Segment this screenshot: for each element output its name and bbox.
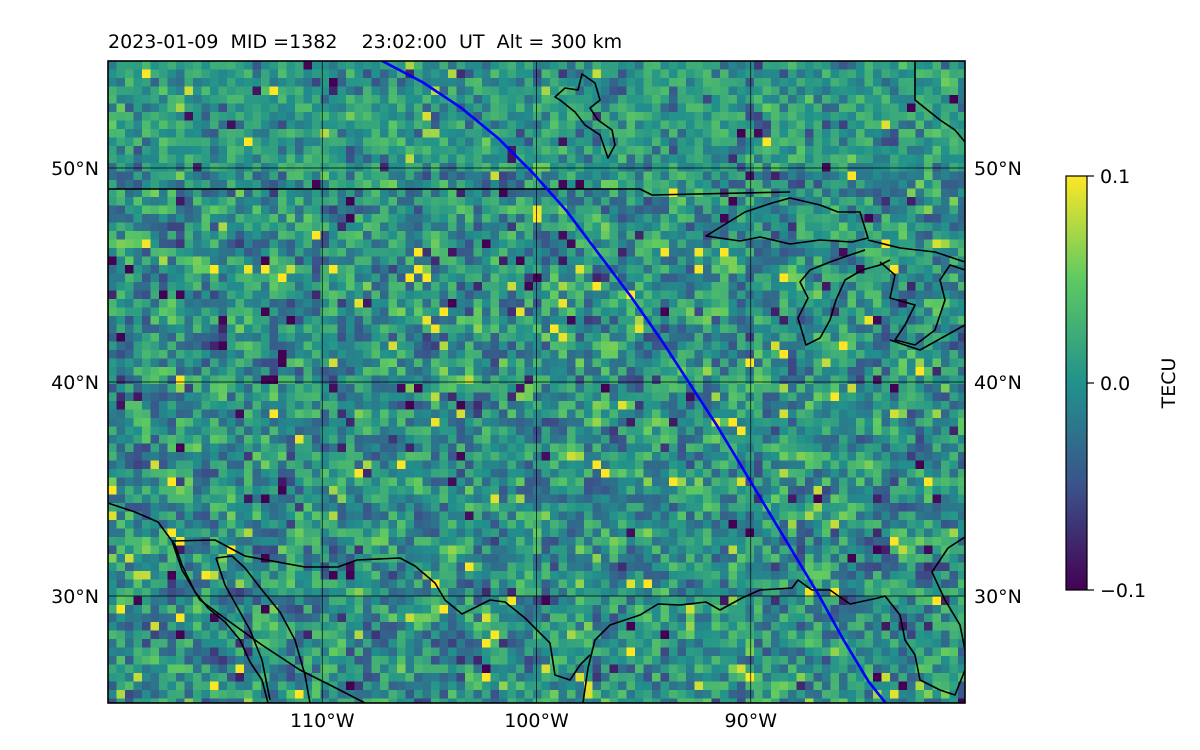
longitude-labels: 110°W 100°W 90°W	[290, 710, 777, 732]
hudson-bay-shore	[554, 73, 616, 159]
us-canada-border	[108, 188, 791, 196]
lake-superior-shore	[705, 197, 869, 245]
lake-huron-shore	[879, 261, 965, 346]
gulf-coast	[582, 579, 965, 703]
us-mexico-border	[171, 539, 591, 681]
baja-peninsula	[215, 555, 311, 703]
map-panel: 110°W 100°W 90°W 50°N 50°N 40°N 40°N 30°N 30°N	[51, 60, 1022, 732]
colorbar: 0.1 0.0 −0.1 TECU	[1065, 166, 1180, 602]
latitude-tick-label-left: 40°N	[51, 372, 99, 394]
map-frame	[107, 60, 966, 704]
colorbar-label: TECU	[1158, 358, 1180, 410]
latitude-tick-label-left: 50°N	[51, 158, 99, 180]
satellite-track	[381, 61, 887, 703]
satellite-track-line	[381, 61, 887, 703]
colorbar-gradient	[1065, 175, 1088, 591]
lake-michigan-shore	[797, 249, 891, 346]
great-lakes-chain	[867, 239, 965, 351]
sea-of-cortez-shore	[171, 540, 366, 703]
northeast-shore	[914, 61, 965, 143]
colorbar-tick-label: 0.1	[1100, 166, 1130, 188]
florida-atlantic-coast	[931, 536, 965, 651]
latitude-tick-label-right: 30°N	[974, 586, 1022, 608]
colorbar-tick-label: 0.0	[1100, 373, 1130, 395]
colorbar-ticks: 0.1 0.0 −0.1	[1087, 166, 1146, 602]
tec-field-heatmap	[108, 61, 965, 703]
longitude-tick-label: 90°W	[725, 710, 778, 732]
coastlines-and-borders	[108, 61, 965, 703]
figure-title: 2023-01-09 MID =1382 23:02:00 UT Alt = 3…	[108, 31, 622, 53]
longitude-tick-label: 100°W	[504, 710, 569, 732]
latitude-labels: 50°N 50°N 40°N 40°N 30°N 30°N	[51, 158, 1022, 608]
latitude-tick-label-right: 40°N	[974, 372, 1022, 394]
latitude-tick-label-left: 30°N	[51, 586, 99, 608]
graticule	[108, 61, 965, 703]
latitude-tick-label-right: 50°N	[974, 158, 1022, 180]
longitude-tick-label: 110°W	[290, 710, 355, 732]
colorbar-tick-label: −0.1	[1100, 580, 1146, 602]
pacific-coast	[108, 502, 269, 703]
